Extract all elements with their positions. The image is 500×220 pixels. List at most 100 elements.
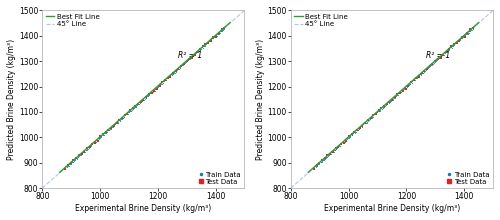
Point bbox=[409, 78, 417, 82]
Point bbox=[126, 110, 134, 113]
Point bbox=[128, 106, 136, 110]
Point bbox=[111, 123, 119, 126]
Point bbox=[385, 101, 393, 104]
Point bbox=[108, 125, 116, 129]
Point bbox=[384, 100, 392, 103]
Point bbox=[394, 93, 402, 96]
Point bbox=[466, 30, 474, 33]
Point bbox=[317, 161, 325, 164]
Point bbox=[397, 90, 405, 94]
Point bbox=[72, 157, 80, 161]
Point bbox=[200, 45, 208, 48]
Point bbox=[311, 165, 319, 168]
Point bbox=[432, 58, 440, 61]
Point bbox=[84, 146, 92, 150]
Point bbox=[398, 89, 406, 92]
Point bbox=[118, 117, 126, 120]
Point bbox=[321, 156, 329, 160]
Point bbox=[206, 38, 214, 42]
Point bbox=[92, 140, 100, 144]
Point bbox=[67, 160, 75, 163]
Point bbox=[164, 76, 172, 79]
Point bbox=[198, 46, 206, 49]
Point bbox=[200, 43, 208, 46]
Point bbox=[196, 48, 204, 52]
Point bbox=[368, 116, 376, 120]
Point bbox=[199, 46, 207, 50]
Point bbox=[169, 70, 177, 74]
Point bbox=[394, 92, 402, 95]
Point bbox=[354, 127, 362, 131]
Point bbox=[63, 164, 71, 168]
Point bbox=[168, 73, 176, 76]
Point bbox=[153, 86, 161, 89]
Point bbox=[83, 147, 91, 150]
Point bbox=[387, 99, 395, 103]
Point bbox=[361, 121, 369, 125]
Point bbox=[326, 152, 334, 156]
Point bbox=[403, 85, 411, 89]
Point bbox=[373, 110, 381, 114]
Point bbox=[318, 159, 326, 163]
Point bbox=[150, 89, 158, 93]
Point bbox=[180, 62, 188, 66]
Point bbox=[113, 121, 121, 125]
Point bbox=[392, 93, 400, 96]
Point bbox=[334, 145, 342, 148]
Point bbox=[220, 27, 228, 30]
Point bbox=[356, 125, 364, 129]
Point bbox=[418, 72, 426, 75]
Point bbox=[414, 73, 422, 77]
Point bbox=[130, 106, 138, 109]
Point bbox=[340, 141, 347, 145]
Point bbox=[66, 161, 74, 165]
Point bbox=[427, 63, 435, 66]
Point bbox=[344, 137, 352, 140]
Point bbox=[346, 133, 354, 136]
Point bbox=[468, 27, 476, 30]
Point bbox=[370, 112, 378, 116]
Point bbox=[382, 103, 390, 106]
Point bbox=[198, 45, 205, 49]
Point bbox=[164, 75, 172, 79]
Point bbox=[390, 95, 398, 99]
Point bbox=[134, 102, 142, 105]
Point bbox=[186, 58, 194, 61]
X-axis label: Experimental Brine Density (kg/m³): Experimental Brine Density (kg/m³) bbox=[324, 204, 460, 213]
Point bbox=[177, 64, 185, 68]
Point bbox=[118, 116, 126, 119]
Point bbox=[315, 161, 323, 165]
Point bbox=[388, 98, 396, 102]
Point bbox=[112, 121, 120, 125]
Point bbox=[322, 156, 330, 159]
Point bbox=[104, 128, 112, 131]
Point bbox=[115, 119, 123, 122]
Point bbox=[428, 63, 436, 66]
Point bbox=[194, 50, 202, 53]
Point bbox=[432, 59, 440, 62]
Point bbox=[348, 134, 356, 137]
Point bbox=[161, 78, 169, 81]
Point bbox=[460, 35, 468, 39]
Point bbox=[353, 128, 361, 132]
Point bbox=[426, 64, 434, 67]
Point bbox=[400, 87, 408, 90]
Point bbox=[408, 79, 416, 83]
Point bbox=[454, 39, 462, 42]
Point bbox=[84, 145, 92, 149]
Point bbox=[106, 127, 114, 130]
Point bbox=[378, 106, 386, 110]
Point bbox=[118, 116, 126, 120]
Point bbox=[160, 79, 168, 82]
Point bbox=[216, 29, 224, 32]
Point bbox=[341, 140, 349, 144]
Point bbox=[156, 83, 164, 87]
Point bbox=[154, 84, 162, 88]
Point bbox=[446, 46, 454, 49]
Point bbox=[84, 148, 92, 151]
Point bbox=[404, 84, 412, 88]
Point bbox=[176, 64, 184, 68]
Point bbox=[435, 56, 443, 59]
Point bbox=[370, 112, 378, 116]
Point bbox=[310, 167, 318, 171]
